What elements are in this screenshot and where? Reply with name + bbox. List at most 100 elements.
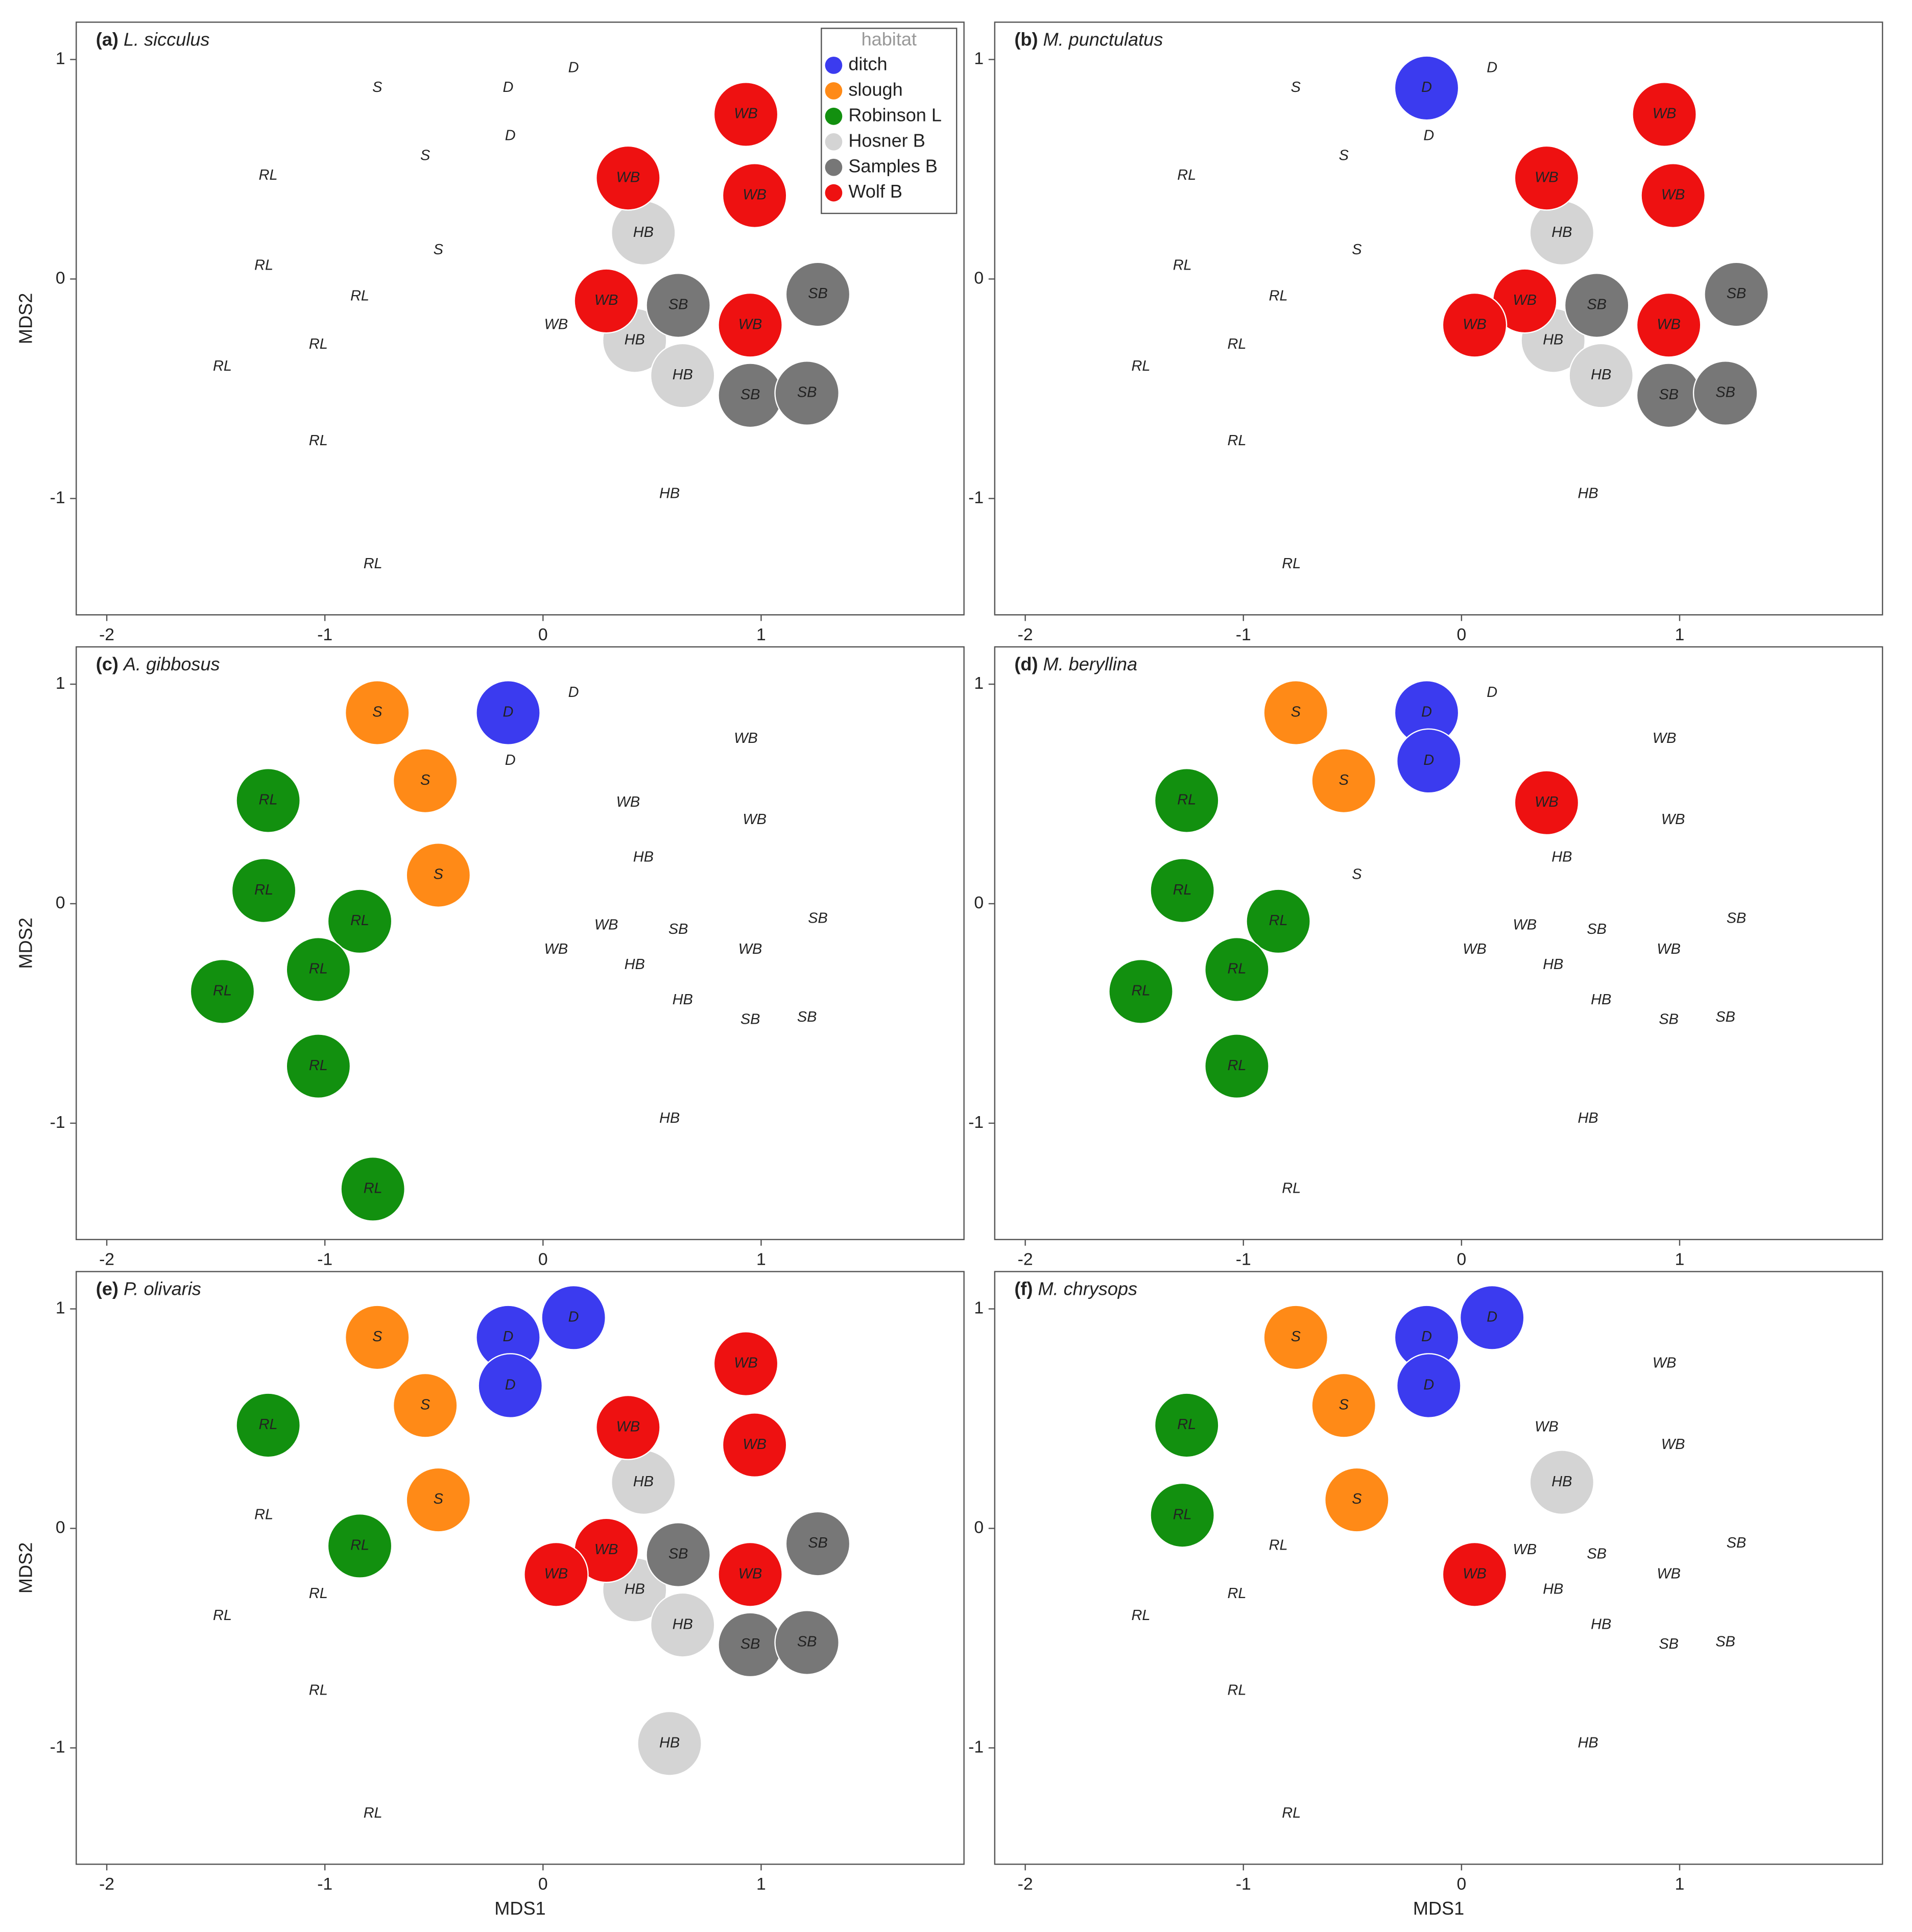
point-label: WB — [1653, 106, 1677, 122]
point-label: HB — [1591, 992, 1611, 1008]
panel: -2 -1 0 1 -1 0 1 (c) A. gibbosus MDS2 D D D S S S RL RL R… — [15, 646, 965, 1269]
point-label: WB — [1513, 917, 1537, 933]
point-label: S — [1291, 704, 1301, 720]
x-tick-label: 1 — [1675, 1874, 1685, 1894]
x-tick-label: 1 — [756, 1874, 766, 1894]
legend-swatch — [825, 184, 843, 202]
point-label: D — [503, 1329, 514, 1345]
point-circle — [1204, 936, 1270, 1002]
point-label: SB — [740, 387, 760, 403]
point-label: HB — [1543, 956, 1563, 973]
point-label: D — [1423, 1377, 1434, 1393]
point-label: RL — [364, 556, 383, 572]
point-circle — [477, 1353, 543, 1418]
legend-label: Samples B — [848, 155, 938, 176]
point-label: WB — [1535, 169, 1559, 185]
point-label: HB — [625, 1581, 645, 1597]
point-circle — [774, 1610, 840, 1676]
point-label: WB — [734, 730, 758, 746]
point-circle — [1324, 1467, 1390, 1533]
x-tick-label: 1 — [1675, 1250, 1685, 1269]
point-label: D — [1487, 1309, 1497, 1325]
point-label: S — [1339, 772, 1349, 788]
point-label: SB — [1659, 387, 1679, 403]
point-label: RL — [1269, 1537, 1288, 1554]
point-label: S — [372, 704, 382, 720]
point-label: RL — [1282, 556, 1301, 572]
point-label: S — [420, 1396, 430, 1413]
point-circle — [650, 343, 715, 408]
point-label: WB — [1463, 941, 1487, 957]
point-label: RL — [1227, 336, 1246, 352]
point-label: RL — [309, 1682, 328, 1698]
point-label: RL — [1177, 792, 1196, 808]
point-label: HB — [1543, 331, 1563, 348]
x-tick-label: -2 — [99, 1874, 114, 1894]
y-axis-label: MDS2 — [15, 1542, 36, 1594]
point-label: S — [1352, 866, 1361, 883]
point-circle — [785, 1511, 851, 1577]
point-label: D — [1421, 1329, 1432, 1345]
point-label: RL — [259, 167, 278, 183]
point-circle — [541, 1285, 606, 1350]
point-circle — [1514, 145, 1580, 211]
y-tick-label: 1 — [974, 673, 984, 693]
point-circle — [713, 1331, 779, 1397]
point-label: SB — [1587, 921, 1607, 937]
point-label: RL — [309, 1585, 328, 1602]
point-label: S — [1352, 242, 1361, 258]
panel: -2 -1 0 1 -1 0 1 (a) L. sicculus MDS2 D D D S S S RL RL R… — [15, 21, 965, 644]
point-circle — [722, 163, 787, 229]
point-label: WB — [1653, 1355, 1677, 1371]
point-label: HB — [1543, 1581, 1563, 1597]
x-tick-label: -1 — [1236, 625, 1251, 644]
panel-title: (e) P. olivaris — [96, 1278, 201, 1299]
point-circle — [1459, 1285, 1525, 1350]
point-label: SB — [668, 297, 688, 313]
point-label: HB — [673, 992, 693, 1008]
point-label: SB — [1727, 285, 1747, 302]
point-label: RL — [309, 432, 328, 449]
point-circle — [1640, 163, 1706, 229]
panel-letter: (b) — [1014, 29, 1038, 50]
point-circle — [327, 888, 393, 954]
point-circle — [1568, 343, 1634, 408]
point-label: RL — [309, 961, 328, 977]
x-tick-label: -1 — [1236, 1250, 1251, 1269]
point-label: WB — [1657, 316, 1681, 332]
point-circle — [340, 1156, 405, 1222]
point-label: SB — [1715, 1009, 1735, 1025]
panel-title: (b) M. punctulatus — [1014, 29, 1163, 50]
point-label: WB — [738, 941, 762, 957]
x-tick-label: 0 — [1457, 1874, 1467, 1894]
y-tick-label: 0 — [56, 268, 65, 287]
point-label: WB — [1661, 1436, 1685, 1453]
point-circle — [646, 1522, 711, 1588]
point-circle — [523, 1541, 589, 1607]
y-axis-label: MDS2 — [15, 917, 36, 969]
point-label: RL — [1282, 1180, 1301, 1196]
point-label: RL — [1269, 287, 1288, 304]
x-tick-label: 0 — [1457, 1250, 1467, 1269]
point-label: SB — [668, 1546, 688, 1562]
point-circle — [637, 1710, 702, 1776]
point-label: RL — [1227, 1682, 1246, 1698]
point-label: D — [1423, 752, 1434, 768]
point-circle — [1150, 858, 1215, 924]
y-tick-label: -1 — [50, 488, 65, 507]
point-circle — [1442, 292, 1508, 358]
point-label: D — [1487, 684, 1497, 701]
point-label: RL — [1177, 1416, 1196, 1433]
legend-label: ditch — [848, 53, 887, 74]
legend-label: slough — [848, 79, 902, 100]
x-tick-label: -1 — [1236, 1874, 1251, 1894]
point-circle — [1636, 292, 1702, 358]
point-circle — [392, 1372, 458, 1438]
point-label: HB — [659, 485, 680, 501]
x-tick-label: 1 — [756, 625, 766, 644]
point-label: SB — [668, 921, 688, 937]
panel-title: (c) A. gibbosus — [96, 654, 220, 674]
point-label: HB — [659, 1734, 680, 1751]
species-name: L. sicculus — [124, 29, 210, 50]
point-circle — [1442, 1541, 1508, 1607]
